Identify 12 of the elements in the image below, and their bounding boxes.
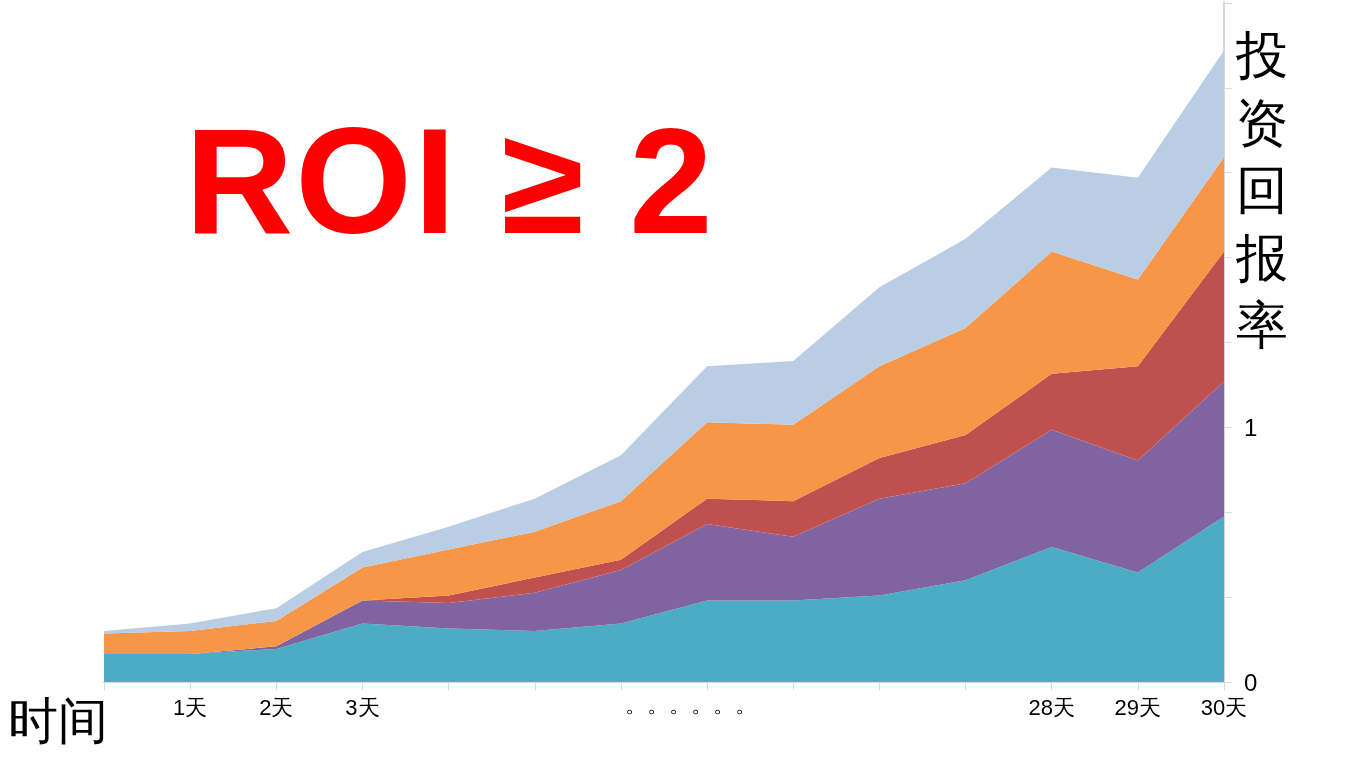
x-tick-label: 2天 xyxy=(259,694,294,720)
x-axis-title: 时间 xyxy=(8,692,108,750)
x-tick-label: 3天 xyxy=(345,694,380,720)
x-tick-label: 30天 xyxy=(1200,694,1248,720)
y-tick-label: 1 xyxy=(1244,413,1258,441)
y-tick-label: 0 xyxy=(1244,668,1258,696)
y-axis-title: 投资回报率 xyxy=(1236,24,1289,358)
x-tick-label: 29天 xyxy=(1114,694,1162,720)
x-tick-label: 1天 xyxy=(173,694,208,720)
text: ROI ≥ 2 xyxy=(185,96,715,267)
x-tick-label: 28天 xyxy=(1028,694,1075,720)
text: 。。。。。。 xyxy=(625,691,757,719)
